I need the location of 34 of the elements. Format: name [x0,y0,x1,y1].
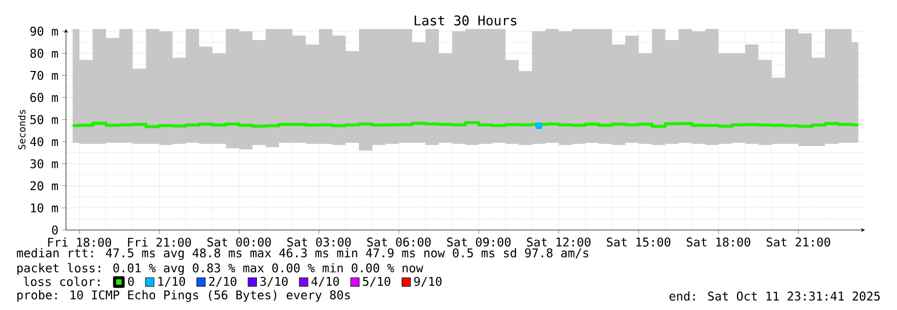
legend-label: 2/10 [209,276,236,287]
text: median rtt: 47.5 ms avg 48.8 ms max 46.3 ms min 47.9 ms now 0.5 ms sd 97.8 am/s [16,248,588,260]
y-tick-label: 80 m [30,48,58,58]
x-tick-label: Sat 12:00 [527,237,590,247]
y-tick-label: 40 m [30,137,58,146]
text: probe: 10 ICMP Echo Pings (56 Bytes) every 80s [17,290,350,302]
x-tick-label: Sat 06:00 [367,237,431,247]
y-tick-label: 70 m [30,70,58,80]
chart-title: Last 30 Hours [414,15,516,26]
y-tick-label: 0 [52,225,58,235]
legend-label: 4/10 [311,276,339,287]
legend-label: 5/10 [362,276,390,287]
legend-label: 1/10 [158,276,186,287]
x-tick-label: Sat 18:00 [686,237,750,247]
legend-label: 3/10 [260,276,288,287]
legend-label: 0 [128,276,134,286]
legend-title: loss color: [24,276,100,286]
x-tick-label: Sat 09:00 [447,237,511,247]
y-tick-label: 90 m [30,26,58,36]
y-axis-title: Seconds [18,110,26,150]
x-tick-label: Fri 21:00 [128,237,191,247]
x-tick-label: Fri 18:00 [48,237,112,247]
x-tick-label: Sat 00:00 [207,237,271,247]
y-tick-label: 10 m [31,203,58,212]
text: packet loss: 0.01 % avg 0.83 % max 0.00 % min 0.00 % now [17,263,424,275]
y-tick-label: 30 m [30,159,58,168]
y-tick-label: 60 m [30,92,58,102]
x-tick-label: Sat 21:00 [766,237,830,247]
y-tick-label: 20 m [30,181,58,190]
legend-label: 9/10 [414,276,442,287]
x-tick-label: Sat 15:00 [606,237,670,247]
text: end: Sat Oct 11 23:31:41 2025 [670,291,880,301]
x-tick-label: Sat 03:00 [287,237,351,247]
y-tick-label: 50 m [30,115,58,124]
